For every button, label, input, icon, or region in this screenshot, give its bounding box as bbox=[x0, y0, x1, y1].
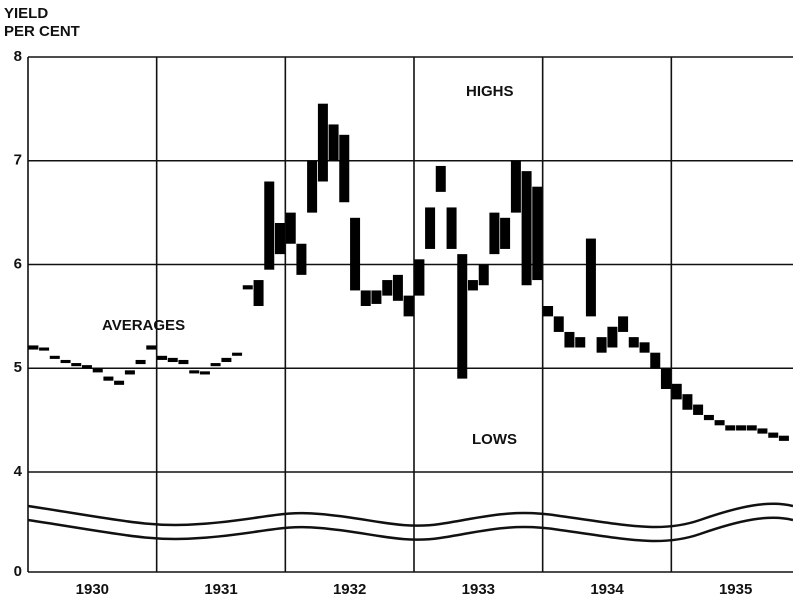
range-bar bbox=[264, 181, 275, 270]
range-bar bbox=[28, 345, 39, 350]
x-tick-label: 1933 bbox=[462, 581, 495, 598]
range-bar bbox=[585, 238, 596, 317]
range-bar bbox=[157, 355, 168, 360]
range-bar bbox=[671, 383, 682, 400]
range-bar bbox=[328, 124, 339, 161]
axis-break bbox=[27, 502, 793, 529]
range-bar bbox=[746, 425, 757, 431]
range-bar bbox=[575, 337, 586, 348]
range-bar bbox=[446, 207, 457, 249]
range-bar bbox=[414, 259, 425, 296]
annotation: HIGHS bbox=[466, 83, 514, 100]
range-bar bbox=[607, 326, 618, 348]
range-bar bbox=[736, 425, 747, 431]
range-bar bbox=[146, 345, 157, 350]
range-bar bbox=[478, 264, 489, 286]
range-bar bbox=[178, 359, 189, 365]
y-axis-label: PER CENT bbox=[4, 23, 80, 40]
y-tick-label: 8 bbox=[14, 48, 22, 65]
range-bar bbox=[103, 376, 114, 381]
y-tick-label: 6 bbox=[14, 255, 22, 272]
range-bar bbox=[425, 207, 436, 249]
y-axis-label: YIELD bbox=[4, 5, 48, 22]
range-bar bbox=[596, 337, 607, 353]
range-bar bbox=[553, 316, 564, 332]
range-bar bbox=[92, 368, 103, 373]
range-bar bbox=[124, 370, 135, 375]
range-bar bbox=[317, 103, 328, 182]
range-bar bbox=[543, 306, 554, 317]
range-bar bbox=[457, 254, 468, 379]
range-bar bbox=[71, 363, 82, 367]
x-tick-label: 1934 bbox=[590, 581, 624, 598]
annotation: LOWS bbox=[472, 431, 517, 448]
range-bar bbox=[510, 160, 521, 213]
range-bar bbox=[521, 171, 532, 286]
range-bar bbox=[242, 285, 253, 290]
y-tick-label: 5 bbox=[14, 359, 22, 376]
range-bar bbox=[532, 186, 543, 281]
range-bar bbox=[210, 363, 221, 367]
x-tick-label: 1935 bbox=[719, 581, 752, 598]
range-bar bbox=[81, 365, 92, 369]
range-bar bbox=[253, 280, 264, 306]
range-bar bbox=[60, 359, 71, 364]
range-bar bbox=[660, 368, 671, 389]
y-tick-label: 4 bbox=[14, 463, 23, 480]
range-bar bbox=[564, 331, 575, 348]
range-bar bbox=[618, 316, 629, 332]
x-tick-label: 1930 bbox=[76, 581, 109, 598]
y-tick-label: 0 bbox=[14, 563, 22, 580]
range-bar bbox=[628, 337, 639, 348]
range-bar bbox=[639, 342, 650, 353]
range-bar bbox=[435, 165, 446, 192]
range-bar bbox=[500, 217, 511, 249]
range-bar bbox=[371, 290, 382, 304]
range-bar bbox=[392, 274, 403, 301]
range-bar bbox=[403, 295, 414, 317]
range-bar bbox=[703, 414, 714, 421]
range-bar bbox=[682, 394, 693, 410]
range-bar bbox=[307, 160, 318, 213]
range-bar bbox=[714, 420, 725, 426]
range-bar bbox=[285, 212, 296, 244]
range-bar bbox=[199, 371, 210, 375]
range-bar bbox=[135, 359, 146, 365]
range-bar bbox=[189, 370, 200, 374]
range-bar bbox=[489, 212, 500, 255]
range-bar bbox=[778, 435, 789, 441]
range-bar bbox=[221, 357, 232, 363]
range-bar bbox=[757, 428, 768, 434]
range-bar bbox=[296, 243, 307, 275]
range-bar bbox=[232, 352, 243, 356]
range-bar bbox=[768, 432, 779, 438]
range-bar bbox=[382, 280, 393, 296]
range-bar bbox=[339, 134, 350, 203]
range-bar bbox=[360, 290, 371, 306]
range-bar bbox=[650, 352, 661, 369]
range-bar bbox=[350, 217, 361, 291]
range-bar bbox=[725, 425, 736, 431]
range-bar bbox=[114, 380, 125, 385]
range-bar bbox=[693, 404, 704, 415]
x-tick-label: 1931 bbox=[204, 581, 237, 598]
range-bar bbox=[49, 355, 60, 359]
x-tick-label: 1932 bbox=[333, 581, 366, 598]
y-tick-label: 7 bbox=[14, 152, 22, 169]
range-bar bbox=[39, 347, 50, 351]
axis-break bbox=[27, 516, 793, 543]
range-bar bbox=[274, 223, 285, 255]
range-bar bbox=[167, 357, 178, 363]
annotation: AVERAGES bbox=[102, 317, 185, 334]
range-bar bbox=[467, 280, 478, 291]
